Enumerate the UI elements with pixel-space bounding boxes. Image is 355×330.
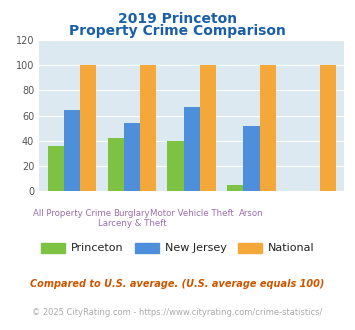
Bar	[184, 107, 200, 191]
Legend: Princeton, New Jersey, National: Princeton, New Jersey, National	[36, 238, 319, 258]
Text: All Property Crime: All Property Crime	[33, 209, 111, 218]
Bar	[124, 123, 140, 191]
Bar	[168, 141, 184, 191]
Bar	[320, 65, 336, 191]
Text: © 2025 CityRating.com - https://www.cityrating.com/crime-statistics/: © 2025 CityRating.com - https://www.city…	[32, 308, 323, 316]
Bar	[80, 65, 96, 191]
Text: Arson: Arson	[239, 209, 264, 218]
Text: Larceny & Theft: Larceny & Theft	[98, 219, 166, 228]
Bar	[140, 65, 156, 191]
Bar	[260, 65, 276, 191]
Text: Motor Vehicle Theft: Motor Vehicle Theft	[150, 209, 234, 218]
Bar	[200, 65, 216, 191]
Text: Compared to U.S. average. (U.S. average equals 100): Compared to U.S. average. (U.S. average …	[30, 279, 325, 289]
Bar	[64, 111, 80, 191]
Bar	[227, 185, 244, 191]
Text: Property Crime Comparison: Property Crime Comparison	[69, 24, 286, 38]
Bar	[244, 126, 260, 191]
Bar	[48, 146, 64, 191]
Bar	[108, 138, 124, 191]
Text: Burglary: Burglary	[114, 209, 150, 218]
Text: 2019 Princeton: 2019 Princeton	[118, 12, 237, 25]
